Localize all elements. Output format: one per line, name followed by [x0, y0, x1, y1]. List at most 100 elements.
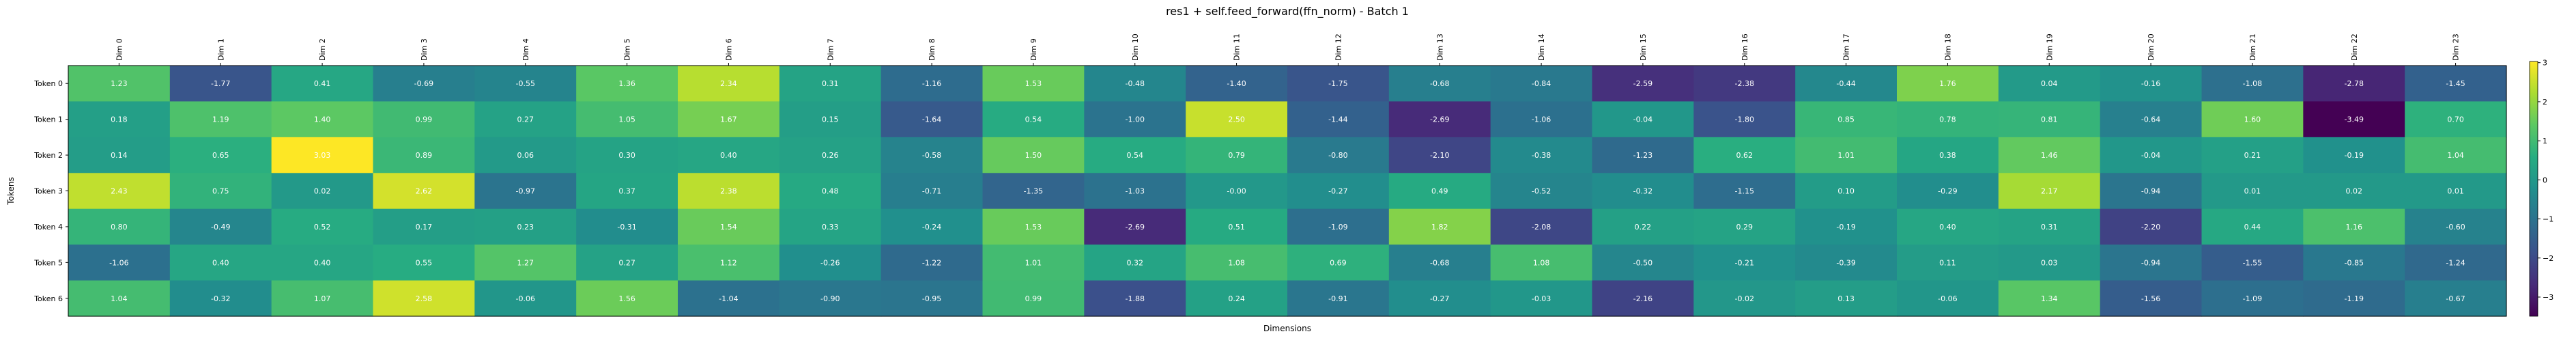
cell-value-label: -0.64	[2141, 115, 2160, 124]
cell-value-label: 0.85	[1837, 115, 1855, 124]
cell-value-label: -1.40	[1227, 79, 1246, 88]
heatmap-cell	[1388, 245, 1491, 281]
heatmap-cell	[1490, 208, 1593, 245]
heatmap-cell	[678, 208, 780, 245]
x-tick-label: Dim 14	[1537, 33, 1546, 61]
cell-value-label: 0.21	[2244, 151, 2261, 160]
cell-value-label: 0.48	[822, 187, 839, 196]
cell-value-label: -0.26	[820, 258, 840, 267]
heatmap-cell	[1186, 245, 1288, 281]
heatmap-cell	[1592, 66, 1694, 102]
heatmap-cell	[373, 66, 475, 102]
heatmap-cell	[1897, 208, 1999, 245]
cell-value-label: -0.21	[1735, 258, 1754, 267]
x-tick-label: Dim 20	[2147, 33, 2156, 61]
cell-value-label: 1.36	[618, 79, 635, 88]
cell-value-label: -2.38	[1735, 79, 1754, 88]
cell-value-label: -0.16	[2141, 79, 2160, 88]
cell-value-label: 0.17	[416, 223, 433, 232]
cell-value-label: -0.44	[1836, 79, 1855, 88]
heatmap-cell	[1388, 208, 1491, 245]
x-tick-label: Dim 18	[1943, 33, 1952, 61]
heatmap-cell	[1186, 208, 1288, 245]
heatmap-cell	[1998, 101, 2101, 138]
cell-value-label: 0.30	[618, 151, 635, 160]
cell-value-label: -0.29	[1938, 187, 1957, 196]
heatmap-cell	[1998, 137, 2101, 173]
cell-value-label: 2.50	[1228, 115, 1245, 124]
cell-value-labels: 1.23 -1.77 0.41 -0.69 -0.55 1.36 2.34 0.31 -1.16…	[109, 79, 2465, 303]
cell-value-label: 2.43	[111, 187, 128, 196]
heatmap-cell	[68, 280, 171, 317]
cell-value-label: 0.78	[1939, 115, 1956, 124]
cell-value-label: -0.39	[1836, 258, 1855, 267]
heatmap-cell	[576, 245, 678, 281]
cell-value-label: -1.03	[1126, 187, 1145, 196]
cell-value-label: 1.50	[1025, 151, 1042, 160]
chart-title: res1 + self.feed_forward(ffn_norm) - Bat…	[1166, 5, 1409, 18]
cell-value-label: 1.01	[1837, 151, 1855, 160]
heatmap-cell	[1490, 101, 1593, 138]
cell-value-label: -1.16	[922, 79, 941, 88]
heatmap-cell	[678, 101, 780, 138]
heatmap-cell	[678, 66, 780, 102]
cell-value-label: -0.31	[617, 223, 636, 232]
cell-value-label: -0.00	[1227, 187, 1246, 196]
cell-value-label: -1.22	[922, 258, 941, 267]
cell-value-label: -0.90	[820, 294, 840, 303]
heatmap-cell	[1186, 101, 1288, 138]
cell-value-label: -0.94	[2141, 187, 2160, 196]
heatmap-cell	[678, 173, 780, 210]
heatmap-cell	[169, 245, 272, 281]
cell-value-label: 0.62	[1736, 151, 1754, 160]
cell-value-label: -0.71	[922, 187, 941, 196]
cell-value-label: -2.20	[2141, 223, 2160, 232]
heatmap-cell	[1795, 208, 1898, 245]
heatmap-cell	[1998, 245, 2101, 281]
heatmap-cell	[373, 208, 475, 245]
heatmap-cell	[68, 208, 171, 245]
cell-value-label: 1.67	[720, 115, 737, 124]
heatmap-cell	[2405, 137, 2507, 173]
cell-value-label: -0.95	[922, 294, 941, 303]
heatmap-cell	[2201, 173, 2304, 210]
heatmap-cell	[2303, 245, 2405, 281]
cell-value-label: -1.77	[211, 79, 230, 88]
cell-value-label: -0.27	[1430, 294, 1449, 303]
cell-value-label: -0.91	[1328, 294, 1347, 303]
cell-value-label: 1.54	[720, 223, 737, 232]
heatmap-cell	[271, 245, 374, 281]
heatmap-cell	[373, 101, 475, 138]
colorbar-tick-label: 3	[2543, 59, 2547, 68]
heatmap-cell	[881, 208, 984, 245]
heatmap-cell	[2201, 66, 2304, 102]
colorbar-tick-label: 0	[2543, 176, 2547, 184]
heatmap-cell	[271, 280, 374, 317]
heatmap-cell	[1287, 66, 1390, 102]
cell-value-label: 0.54	[1025, 115, 1042, 124]
cell-value-label: 0.70	[2447, 115, 2464, 124]
colorbar-tick-label: −2	[2543, 254, 2553, 263]
heatmap-cell	[779, 245, 882, 281]
cell-value-label: 0.40	[1939, 223, 1956, 232]
cell-value-label: -0.55	[516, 79, 535, 88]
heatmap-cell	[982, 137, 1085, 173]
x-tick-label: Dim 0	[115, 38, 124, 61]
heatmap-cell	[2405, 280, 2507, 317]
x-tick-label: Dim 2	[318, 38, 327, 61]
heatmap-cell	[1897, 245, 1999, 281]
cell-value-label: 0.27	[618, 258, 635, 267]
cell-value-label: -1.45	[2446, 79, 2465, 88]
cell-value-label: 0.03	[2041, 258, 2058, 267]
heatmap-cell	[373, 173, 475, 210]
cell-value-label: -1.44	[1328, 115, 1347, 124]
heatmap-cell	[1388, 173, 1491, 210]
heatmap-cell	[1287, 137, 1390, 173]
cell-value-label: 0.32	[1127, 258, 1144, 267]
cell-value-label: 1.19	[212, 115, 229, 124]
cell-value-label: 0.29	[1736, 223, 1754, 232]
cell-value-label: -1.06	[109, 258, 128, 267]
heatmap-cell	[2100, 137, 2203, 173]
heatmap-cell	[2201, 137, 2304, 173]
colorbar-gradient	[2529, 61, 2538, 317]
